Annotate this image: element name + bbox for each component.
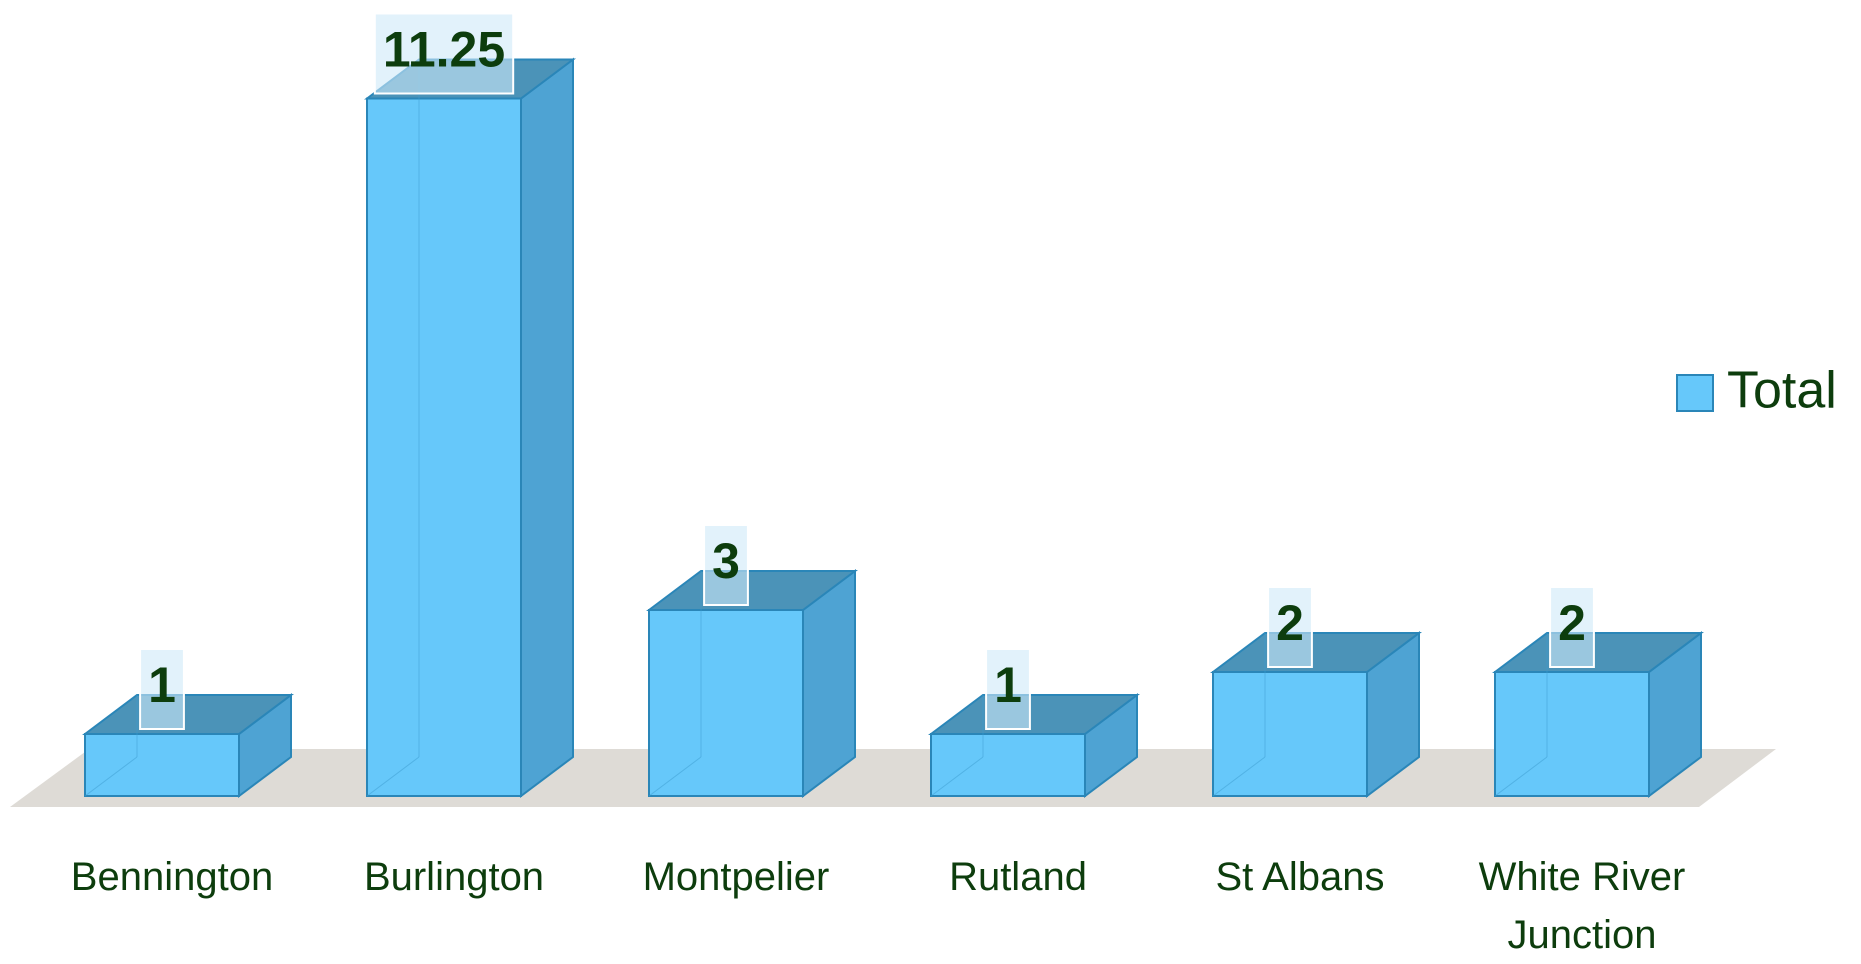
bar	[1494, 671, 1650, 797]
bar-edge	[1494, 756, 1548, 797]
data-label: 11.25	[383, 22, 505, 78]
bar-edge	[648, 756, 702, 797]
data-label: 2	[1558, 595, 1586, 651]
data-label-bg	[373, 12, 515, 95]
bar	[648, 609, 804, 797]
bar-edge	[1212, 756, 1266, 797]
legend-swatch	[1676, 374, 1714, 412]
x-tick-label: White River Junction	[1478, 855, 1686, 957]
data-label-bg	[985, 648, 1031, 730]
data-label-bg	[1549, 586, 1595, 668]
bar-edge	[930, 756, 984, 797]
data-label: 1	[994, 657, 1022, 713]
x-tick-label: Bennington	[70, 855, 274, 899]
bar	[930, 733, 1086, 797]
data-label-bg	[1267, 586, 1313, 668]
bar	[1212, 671, 1368, 797]
bar-edge	[366, 756, 420, 797]
bar	[366, 97, 522, 797]
data-label: 1	[148, 657, 176, 713]
x-tick-label: St Albans	[1215, 855, 1385, 899]
x-tick-label: Rutland	[949, 855, 1087, 899]
bar	[84, 733, 240, 797]
bar-edge	[84, 756, 138, 797]
data-label-bg	[703, 524, 749, 606]
data-label: 2	[1276, 595, 1304, 651]
data-label: 3	[712, 533, 740, 589]
legend-label: Total	[1727, 362, 1837, 420]
x-tick-label: Montpelier	[642, 855, 830, 899]
x-tick-label: Burlington	[363, 855, 545, 899]
bar-side	[520, 57, 574, 798]
data-label-bg	[139, 648, 185, 730]
